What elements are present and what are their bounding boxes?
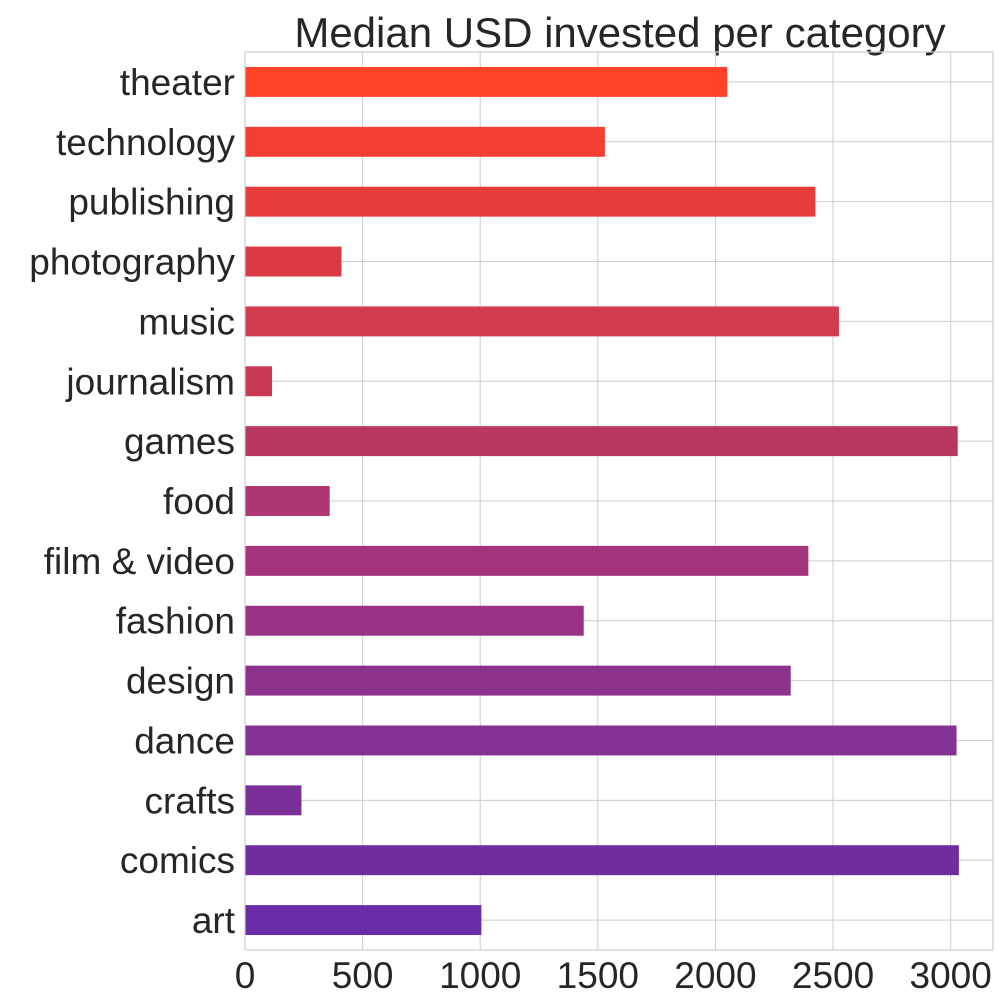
bar-art	[245, 905, 482, 936]
category-label: journalism	[65, 361, 235, 402]
x-tick-label: 2500	[792, 955, 874, 996]
bar-food	[245, 486, 330, 516]
bar-photography	[245, 246, 342, 277]
bar-journalism	[245, 366, 273, 397]
category-label: food	[163, 481, 235, 522]
category-label: crafts	[145, 780, 235, 821]
bar-dance	[245, 725, 957, 756]
category-label: art	[192, 900, 236, 941]
x-tick-label: 3000	[910, 955, 992, 996]
plot-frame	[244, 51, 994, 951]
x-tick-label: 0	[235, 955, 256, 996]
bar-design	[245, 665, 791, 696]
category-label: technology	[56, 122, 235, 163]
bar-publishing	[245, 186, 816, 217]
chart-title: Median USD invested per category	[294, 9, 945, 56]
category-label: music	[138, 301, 235, 342]
bar-fashion	[245, 605, 584, 636]
category-label: comics	[120, 840, 235, 881]
bar-technology	[245, 126, 605, 157]
x-tick-label: 2000	[674, 955, 756, 996]
category-label: film & video	[44, 541, 235, 582]
x-tick-label: 1500	[557, 955, 639, 996]
bars	[245, 66, 959, 936]
bar-crafts	[245, 785, 302, 816]
bar-comics	[245, 845, 959, 876]
category-labels: art comics crafts dance design fashion film & …	[29, 62, 235, 941]
bar-film-video	[245, 545, 809, 576]
category-label: fashion	[116, 601, 235, 642]
category-label: photography	[29, 242, 235, 283]
category-label: design	[126, 661, 235, 702]
x-tick-label: 500	[332, 955, 394, 996]
bar-music	[245, 306, 839, 337]
category-label: games	[124, 421, 235, 462]
bar-games	[245, 426, 958, 457]
bar-theater	[245, 66, 728, 97]
category-label: publishing	[68, 182, 235, 223]
x-tick-labels: 0 500 1000 1500 2000 2500 3000	[235, 955, 992, 996]
category-label: dance	[134, 720, 235, 761]
category-label: theater	[120, 62, 235, 103]
x-tick-label: 1000	[439, 955, 521, 996]
